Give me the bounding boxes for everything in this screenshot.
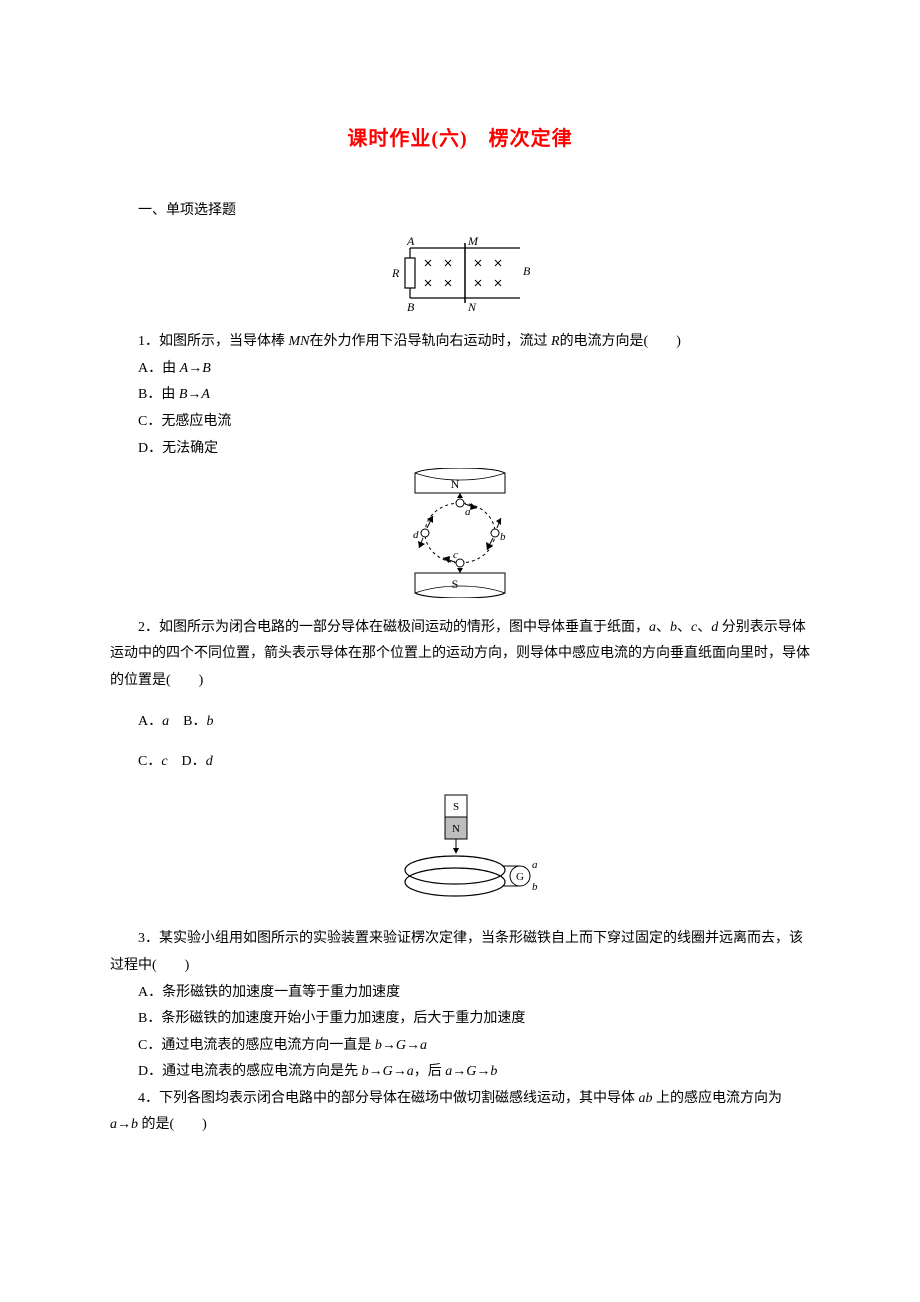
q1-optA-A: A — [180, 361, 189, 376]
q1-text: 1．如图所示，当导体棒 MN在外力作用下沿导轨向右运动时，流过 R的电流方向是(… — [110, 329, 810, 356]
q4-b: b — [131, 1117, 138, 1132]
q3-coil-svg: S N G a b — [375, 790, 545, 910]
q1-optB-ar: → — [187, 387, 201, 402]
q1-optB-A: A — [201, 387, 210, 402]
page-title: 课时作业(六) 楞次定律 — [110, 120, 810, 158]
q3-text: 3．某实验小组用如图所示的实验装置来验证楞次定律，当条形磁铁自上而下穿过固定的线… — [110, 926, 810, 979]
q1-text-mid: 在外力作用下沿导轨向右运动时，流过 — [310, 334, 552, 349]
section-one-heading: 一、单项选择题 — [110, 198, 810, 225]
label-S: S — [452, 577, 459, 591]
q2-t3: 、 — [677, 620, 691, 635]
q3-optA: A．条形磁铁的加速度一直等于重力加速度 — [110, 980, 810, 1007]
q1-optC: C．无感应电流 — [110, 409, 810, 436]
label-d: d — [413, 529, 419, 541]
q2-t4: 、 — [697, 620, 711, 635]
q3-optD-mid: ，后 — [414, 1064, 446, 1079]
q3-optD-G2: G — [466, 1064, 476, 1079]
q2-optC-pre: C． — [138, 754, 161, 769]
label-B: B — [407, 300, 415, 313]
q2-magnets-svg: N S a b — [395, 468, 525, 598]
q2-t1: 2．如图所示为闭合电路的一部分导体在磁极间运动的情形，图中导体垂直于纸面， — [138, 620, 649, 635]
q3-optC-a: a — [420, 1038, 427, 1053]
q1-MN: MN — [289, 334, 310, 349]
q1-optA-B: B — [202, 361, 211, 376]
q1-optB: B．由 B→A — [110, 382, 810, 409]
label-N: N — [452, 823, 460, 835]
q3-optB: B．条形磁铁的加速度开始小于重力加速度，后大于重力加速度 — [110, 1006, 810, 1033]
q3-optC-pre: C．通过电流表的感应电流方向一直是 — [138, 1038, 375, 1053]
q4-ab: ab — [639, 1091, 653, 1106]
q2-optCD: C．c D．d — [110, 749, 810, 776]
q3-optD-a1: a — [407, 1064, 414, 1079]
q3-optD-G1: G — [383, 1064, 393, 1079]
label-R: R — [391, 266, 400, 280]
q1-optD: D．无法确定 — [110, 436, 810, 463]
q2-text: 2．如图所示为闭合电路的一部分导体在磁极间运动的情形，图中导体垂直于纸面，a、b… — [110, 615, 810, 695]
q2-optD-v: d — [206, 754, 213, 769]
q1-optB-pre: B．由 — [138, 387, 179, 402]
q1-text-suffix: 的电流方向是( ) — [560, 334, 681, 349]
q4-t1: 4．下列各图均表示闭合电路中的部分导体在磁场中做切割磁感线运动，其中导体 — [138, 1091, 639, 1106]
q1-text-prefix: 1．如图所示，当导体棒 — [138, 334, 289, 349]
q2-optA-pre: A． — [138, 714, 162, 729]
q1-optA-pre: A．由 — [138, 361, 180, 376]
q2-t2: 、 — [656, 620, 670, 635]
q3-optD-ar4: → — [476, 1064, 490, 1079]
label-b: b — [500, 531, 506, 543]
label-c: c — [453, 549, 458, 561]
q3-optC: C．通过电流表的感应电流方向一直是 b→G→a — [110, 1033, 810, 1060]
q3-optD-pre: D．通过电流表的感应电流方向是先 — [138, 1064, 362, 1079]
label-A: A — [406, 234, 415, 248]
q3-optD-ar3: → — [452, 1064, 466, 1079]
q1-circuit-svg: A B M N R B — [380, 233, 540, 313]
label-Bfield: B — [523, 264, 531, 278]
label-M: M — [467, 234, 479, 248]
q4-ar: → — [117, 1117, 131, 1132]
q2-a: a — [649, 620, 656, 635]
q2-figure: N S a b — [110, 468, 810, 609]
q3-optC-G: G — [396, 1038, 406, 1053]
label-S: S — [453, 801, 459, 813]
q2-optD-pre: D． — [168, 754, 206, 769]
q2-optB-pre: B． — [169, 714, 206, 729]
q2-b: b — [670, 620, 677, 635]
q3-optC-b: b — [375, 1038, 382, 1053]
q1-figure: A B M N R B — [110, 233, 810, 324]
q3-optD-ar2: → — [393, 1064, 407, 1079]
q3-optC-ar1: → — [382, 1038, 396, 1053]
q1-optA: A．由 A→B — [110, 356, 810, 383]
q3-optD: D．通过电流表的感应电流方向是先 b→G→a，后 a→G→b — [110, 1059, 810, 1086]
q4-t3: 的是( ) — [138, 1117, 207, 1132]
q2-optAB: A．a B．b — [110, 709, 810, 736]
label-a: a — [465, 506, 471, 518]
q3-optC-ar2: → — [406, 1038, 420, 1053]
q4-text: 4．下列各图均表示闭合电路中的部分导体在磁场中做切割磁感线运动，其中导体 ab … — [110, 1086, 810, 1139]
q1-R: R — [551, 334, 560, 349]
q3-figure: S N G a b — [110, 790, 810, 921]
label-N: N — [451, 477, 460, 491]
label-b: b — [532, 881, 538, 893]
label-N: N — [467, 300, 477, 313]
q3-optD-b2: b — [490, 1064, 497, 1079]
q1-optA-ar: → — [188, 361, 202, 376]
q4-t2: 上的感应电流方向为 — [653, 1091, 783, 1106]
label-G: G — [516, 871, 524, 883]
q3-optD-b1: b — [362, 1064, 369, 1079]
page-container: 课时作业(六) 楞次定律 一、单项选择题 — [0, 0, 920, 1302]
label-a: a — [532, 859, 538, 871]
q4-a: a — [110, 1117, 117, 1132]
q2-optB-v: b — [206, 714, 213, 729]
q3-optD-ar1: → — [369, 1064, 383, 1079]
